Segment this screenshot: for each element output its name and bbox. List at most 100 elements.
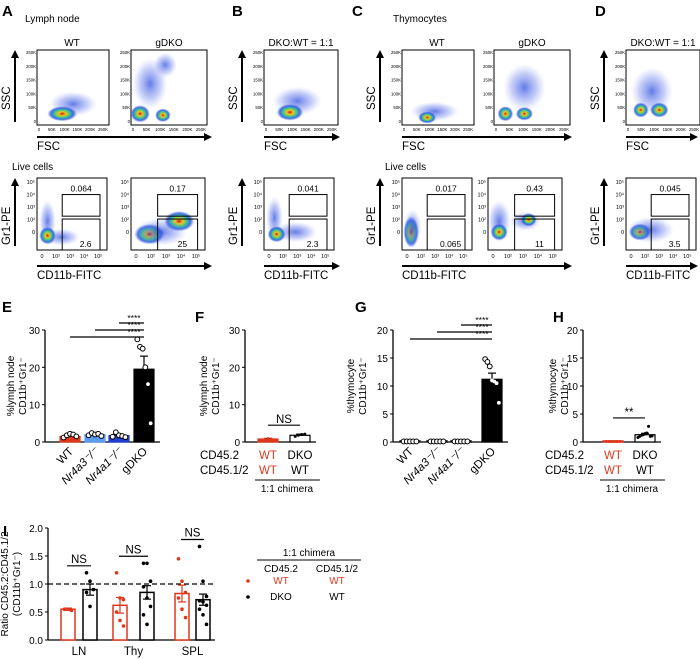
data-point	[176, 557, 181, 561]
x-tick-label: 10⁵	[683, 253, 691, 260]
fsc-axis-label: FSC	[264, 141, 287, 153]
x-tick-label: 150K	[169, 127, 179, 132]
cell-density	[490, 223, 508, 241]
x-tick-label: 100K	[518, 127, 528, 132]
y-tick-label: 15	[567, 354, 579, 365]
panel-label: I	[3, 523, 7, 540]
y-tick-label: 10²	[392, 218, 400, 224]
data-point	[114, 610, 119, 614]
category-label-cd45-2: WT	[604, 450, 622, 462]
x-tick-label: 10⁴	[307, 253, 316, 260]
y-tick-label: 250K	[26, 50, 36, 55]
y-tick-label: 200K	[391, 64, 401, 69]
group-label-wt: WT	[429, 38, 445, 49]
category-label: WT	[395, 446, 416, 467]
y-tick-label: 200K	[615, 64, 625, 69]
cell-density	[633, 102, 649, 118]
y-tick-label: 100K	[391, 91, 401, 96]
data-point	[180, 579, 184, 583]
gr1-axis-label: Gr1-PE	[228, 206, 240, 245]
data-point	[201, 579, 205, 583]
legend-cd45-1-2-genotype: WT	[329, 592, 345, 603]
row-label-cd45-1-2: CD45.1/2	[545, 465, 594, 477]
x-tick-label: 200K	[85, 127, 95, 132]
data-point	[440, 438, 447, 445]
x-tick-label: 0	[38, 127, 41, 132]
legend-title: 1:1 chimera	[283, 548, 336, 559]
legend-cd45-2-genotype: DKO	[270, 592, 292, 603]
y-tick-label: 10²	[254, 218, 262, 224]
y-tick-label: 1.5	[29, 552, 43, 563]
legend-marker	[246, 595, 250, 599]
x-tick-label: 100K	[60, 127, 70, 132]
x-tick-label: 150K	[532, 127, 542, 132]
cell-density	[153, 52, 177, 78]
x-tick-label: 50K	[637, 127, 645, 132]
y-tick-label: 250K	[483, 50, 493, 55]
data-point	[293, 434, 297, 438]
x-tick-label: 50K	[143, 127, 151, 132]
data-point	[300, 433, 304, 437]
x-tick-label: 50K	[413, 127, 421, 132]
y-tick-label: 0	[491, 119, 494, 124]
cd11b-axis-label: CD11b-FITC	[402, 270, 466, 282]
legend-cd45-2-genotype: WT	[273, 576, 289, 587]
x-tick-label: 10²	[147, 254, 155, 260]
y-tick-label: 0	[32, 230, 35, 236]
y-tick-label: 15	[377, 354, 389, 365]
panel-title: Thymocytes	[393, 14, 447, 25]
y-tick-label: 0.0	[29, 636, 43, 647]
lower-gate	[426, 218, 466, 251]
y-tick-label: 0	[34, 119, 37, 124]
y-tick-label: 100K	[253, 91, 263, 96]
y-tick-label: 30	[29, 326, 41, 337]
data-point	[141, 613, 146, 617]
y-axis-label: %lymph node	[6, 355, 17, 416]
data-point	[145, 561, 149, 566]
gr1-axis-label: Gr1-PE	[366, 206, 378, 245]
chart-h: H 0 5 10 15 20 %thymocyte CD11b⁺Gr1⁻ WT WT DKO WT CD…	[545, 309, 665, 495]
data-point	[109, 433, 116, 440]
y-tick-label: 10	[377, 382, 389, 393]
y-tick-label: 50K	[485, 105, 493, 110]
data-point	[118, 618, 122, 623]
y-tick-label: 10	[229, 401, 241, 412]
data-point	[645, 431, 649, 435]
data-point	[183, 615, 188, 620]
gate-plot: 0.064 2.6 0 10² 10³ 10⁴ 10⁵ 0 10² 10³ 10⁴ 10⁵	[27, 177, 108, 260]
x-tick-label: 10³	[66, 254, 74, 260]
group-label-gdko: gDKO	[518, 38, 545, 49]
data-point	[69, 608, 74, 613]
y-tick-label: 50K	[28, 105, 36, 110]
y-tick-label: 5	[572, 410, 578, 421]
legend-marker	[246, 579, 250, 583]
y-tick-label: 250K	[120, 50, 130, 55]
y-tick-label: 0	[382, 438, 388, 449]
fsc-axis-label: FSC	[626, 141, 649, 153]
gate-percentage-upper: 0.017	[435, 184, 457, 194]
x-tick-label: 10⁴	[534, 253, 543, 260]
gate-percentage-upper: 0.064	[70, 184, 92, 194]
gate-percentage-lower: 2.6	[80, 239, 92, 249]
y-tick-label: 0	[621, 230, 624, 236]
ssc-axis-label: SSC	[1, 86, 13, 110]
data-point	[303, 432, 307, 436]
data-point	[148, 421, 153, 426]
y-tick-label: 0	[128, 119, 131, 124]
y-tick-label: 10²	[478, 218, 486, 224]
category-label-cd45-2: DKO	[288, 450, 313, 462]
gate-plot: 0.017 0.065 0 10² 10³ 10⁴ 10⁵ 0 10² 10³ 10⁴ 10⁵	[392, 177, 473, 260]
y-tick-label: 10³	[254, 205, 262, 211]
y-tick-label: 0	[259, 230, 262, 236]
data-point	[141, 561, 146, 566]
gate-plot: 0.045 3.5 0 10² 10³ 10⁴ 10⁵ 0 10² 10³ 10⁴ 10⁵	[616, 177, 697, 260]
y-tick-label: 10⁴	[121, 192, 130, 199]
x-tick-label: 10⁴	[445, 253, 454, 260]
category-label-cd45-1-2: WT	[604, 465, 622, 477]
y-tick-label: 10⁴	[478, 192, 487, 199]
